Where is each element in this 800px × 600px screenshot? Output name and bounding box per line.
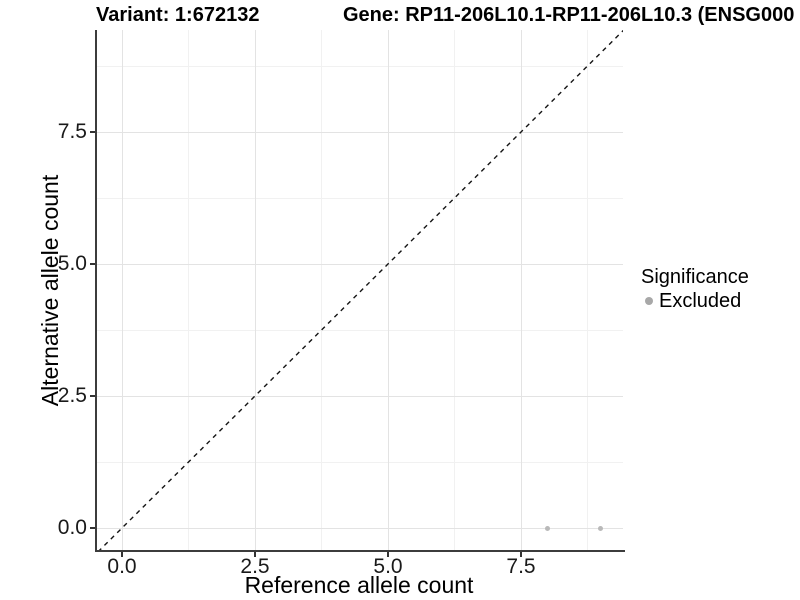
gridline-major-vertical bbox=[387, 30, 389, 551]
y-tick-label: 5.0 bbox=[57, 252, 87, 275]
x-axis-title: Reference allele count bbox=[244, 572, 474, 598]
gridline-major-horizontal bbox=[95, 527, 623, 529]
x-tick-label: 7.5 bbox=[506, 555, 536, 578]
x-tick-label: 2.5 bbox=[240, 555, 270, 578]
gridline-minor-vertical bbox=[321, 30, 322, 551]
y-tick-mark bbox=[90, 131, 95, 133]
legend-item-label: Excluded bbox=[659, 290, 742, 312]
legend-key-dot bbox=[645, 297, 653, 305]
y-axis-title-wrap: Alternative allele count bbox=[28, 30, 74, 551]
y-tick-mark bbox=[90, 527, 95, 529]
y-tick-mark bbox=[90, 263, 95, 265]
gridline-major-vertical bbox=[254, 30, 256, 551]
gridline-minor-vertical bbox=[454, 30, 455, 551]
gridline-minor-vertical bbox=[587, 30, 588, 551]
legend: Significance Excluded bbox=[641, 266, 749, 312]
gridline-major-horizontal bbox=[95, 395, 623, 397]
x-tick-label: 0.0 bbox=[107, 555, 137, 578]
y-tick-label: 2.5 bbox=[57, 384, 87, 407]
x-tick-label: 5.0 bbox=[373, 555, 403, 578]
plot-panel bbox=[95, 30, 623, 551]
gridline-minor-horizontal bbox=[95, 461, 623, 463]
gridline-minor-horizontal bbox=[95, 65, 623, 67]
gridline-major-horizontal bbox=[95, 131, 623, 133]
gene-title: Gene: RP11-206L10.1-RP11-206L10.3 (ENSG0… bbox=[343, 4, 795, 26]
x-tick-mark bbox=[254, 552, 256, 557]
x-tick-mark bbox=[520, 552, 522, 557]
legend-title: Significance bbox=[641, 266, 749, 288]
legend-item: Excluded bbox=[641, 290, 749, 312]
gridline-major-horizontal bbox=[95, 263, 623, 265]
gridline-major-vertical bbox=[121, 30, 123, 551]
y-tick-label: 0.0 bbox=[57, 516, 87, 539]
data-point bbox=[598, 525, 604, 531]
gridline-minor-vertical bbox=[188, 30, 189, 551]
y-axis-line bbox=[95, 30, 97, 552]
gridline-minor-horizontal bbox=[95, 197, 623, 199]
x-tick-mark bbox=[121, 552, 123, 557]
gridline-major-vertical bbox=[520, 30, 522, 551]
x-tick-mark bbox=[387, 552, 389, 557]
y-axis-title: Alternative allele count bbox=[37, 174, 64, 407]
y-tick-mark bbox=[90, 395, 95, 397]
data-point bbox=[545, 525, 551, 531]
gridline-minor-horizontal bbox=[95, 329, 623, 331]
variant-title: Variant: 1:672132 bbox=[96, 4, 260, 26]
identity-reference-line bbox=[97, 30, 623, 551]
x-axis-line bbox=[95, 550, 625, 552]
legend-items: Excluded bbox=[641, 290, 749, 312]
y-tick-label: 7.5 bbox=[57, 120, 87, 143]
